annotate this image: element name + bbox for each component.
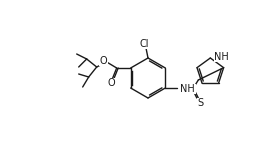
Text: O: O [108,78,116,88]
Text: S: S [197,98,203,108]
Text: NH: NH [180,84,195,94]
Text: O: O [100,56,107,66]
Text: Cl: Cl [139,39,149,49]
Text: NH: NH [214,52,229,62]
